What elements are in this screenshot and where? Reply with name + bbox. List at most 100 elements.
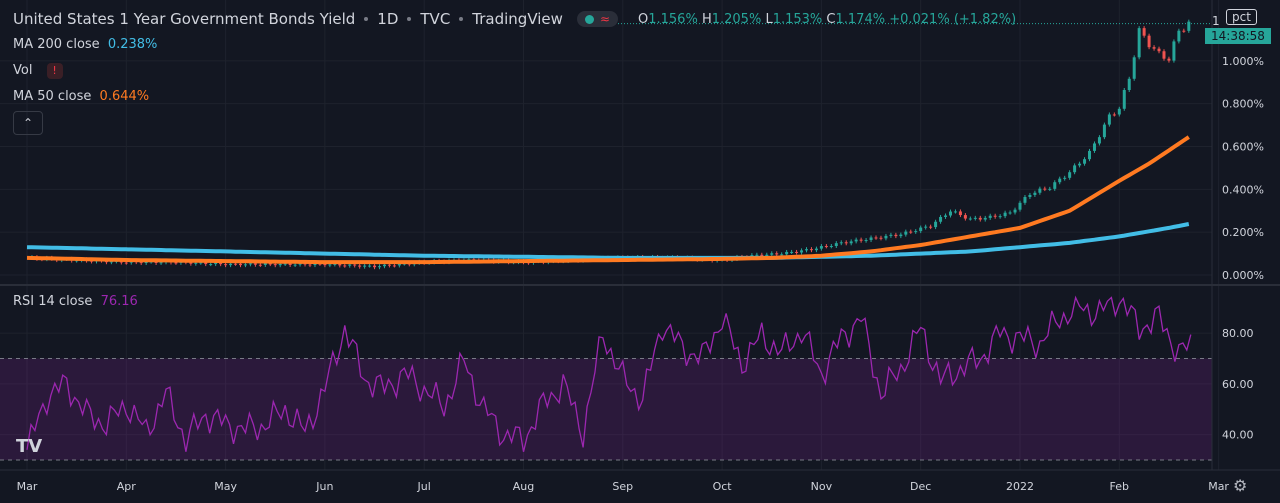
candle-body xyxy=(1162,51,1166,59)
x-tick-label: Jul xyxy=(417,480,431,493)
candle-body xyxy=(318,263,322,265)
y-tick-label: 0.600% xyxy=(1222,141,1264,154)
separator-dot xyxy=(407,17,412,21)
candle-body xyxy=(144,261,148,264)
candle-body xyxy=(819,246,823,249)
candle-body xyxy=(993,215,997,217)
x-tick-label: Dec xyxy=(910,480,931,493)
x-tick-label: Mar xyxy=(17,480,38,493)
candle-body xyxy=(944,215,948,217)
y-tick-label: 0.400% xyxy=(1222,183,1264,196)
candle-body xyxy=(159,262,163,264)
warning-icon[interactable]: ! xyxy=(46,63,63,79)
candle-body xyxy=(124,262,128,264)
candle-body xyxy=(948,211,952,216)
rsi-value: 76.16 xyxy=(100,294,138,309)
rsi-legend[interactable]: RSI 14 close 76.16 xyxy=(13,294,138,309)
candle-body xyxy=(224,264,228,266)
x-tick-label: Mar xyxy=(1208,480,1229,493)
candle-body xyxy=(879,237,883,239)
vol-legend[interactable]: Vol ! xyxy=(13,63,63,79)
candle-body xyxy=(849,241,853,244)
candle-body xyxy=(1088,150,1092,160)
rsi-band xyxy=(0,358,1212,460)
last-price-label: 1 xyxy=(1212,14,1220,28)
candle-body xyxy=(973,217,977,219)
candle-body xyxy=(353,264,357,266)
x-tick-label: Oct xyxy=(713,480,733,493)
candle-body xyxy=(1157,48,1161,52)
y-tick-label: 0.000% xyxy=(1222,269,1264,282)
tradingview-logo-icon[interactable]: TV xyxy=(16,436,43,457)
candle-body xyxy=(1137,28,1141,58)
candle-body xyxy=(293,264,297,266)
open-value: 1.156% xyxy=(648,11,698,27)
separator-dot xyxy=(364,17,369,21)
x-tick-label: Apr xyxy=(117,480,137,493)
ma200-value: 0.238% xyxy=(107,37,158,52)
market-status-pill[interactable]: ≈ xyxy=(576,11,618,27)
candle-body xyxy=(1172,41,1176,61)
candle-body xyxy=(234,263,238,265)
collapse-legend-button[interactable]: ⌃ xyxy=(13,111,43,135)
y-tick-label: 1.000% xyxy=(1222,55,1264,68)
candle-body xyxy=(382,264,386,267)
candle-body xyxy=(914,231,918,233)
candle-body xyxy=(308,264,312,266)
series-lines xyxy=(26,23,1212,265)
candle-body xyxy=(263,263,267,265)
candle-body xyxy=(199,262,203,264)
candle-body xyxy=(963,215,967,219)
ma50-value: 0.644% xyxy=(99,89,150,104)
candle-body xyxy=(790,251,794,253)
candle-body xyxy=(978,217,982,220)
gear-icon[interactable]: ⚙ xyxy=(1233,476,1248,495)
candle-body xyxy=(328,264,332,266)
y-tick-label: 40.00 xyxy=(1222,429,1254,442)
ma50-line xyxy=(26,135,1190,265)
candle-body xyxy=(889,234,893,236)
exchange-label: TVC xyxy=(420,10,451,28)
interval-label[interactable]: 1D xyxy=(377,10,399,28)
candle-body xyxy=(288,263,292,266)
low-value: 1.153% xyxy=(772,11,823,27)
candle-body xyxy=(864,240,868,242)
candle-body xyxy=(998,216,1002,218)
candle-body xyxy=(1008,212,1012,214)
ma200-line xyxy=(26,222,1190,260)
candle-body xyxy=(1048,188,1052,190)
candle-body xyxy=(194,262,198,264)
candle-body xyxy=(1147,35,1151,48)
candle-body xyxy=(268,263,272,265)
x-tick-label: Sep xyxy=(612,480,633,493)
x-tick-label: Nov xyxy=(811,480,833,493)
candle-body xyxy=(1043,188,1047,190)
candle-body xyxy=(1142,28,1146,36)
candle-body xyxy=(854,239,858,242)
chevron-up-icon: ⌃ xyxy=(22,116,34,130)
candle-body xyxy=(795,251,799,253)
candle-body xyxy=(1152,47,1156,49)
rsi-label: RSI 14 close xyxy=(13,294,93,309)
close-label: C xyxy=(826,11,836,27)
candle-body xyxy=(919,227,923,232)
market-open-icon xyxy=(584,14,594,24)
candle-body xyxy=(824,246,828,248)
ma200-legend[interactable]: MA 200 close 0.238% xyxy=(13,37,157,52)
candle-body xyxy=(874,237,878,239)
candle-body xyxy=(1117,108,1121,115)
symbol-name[interactable]: United States 1 Year Government Bonds Yi… xyxy=(13,10,356,28)
candle-body xyxy=(968,218,972,220)
close-value: 1.174% xyxy=(835,11,886,27)
candle-body xyxy=(303,263,307,265)
candle-body xyxy=(760,254,764,256)
x-tick-label: May xyxy=(214,480,237,493)
candle-body xyxy=(894,234,898,237)
ma50-legend[interactable]: MA 50 close 0.644% xyxy=(13,89,149,104)
candle-body xyxy=(253,263,257,265)
price-unit-button[interactable]: pct xyxy=(1226,9,1257,25)
candle-body xyxy=(1177,30,1181,42)
candle-body xyxy=(988,215,992,218)
candle-body xyxy=(1063,177,1067,179)
